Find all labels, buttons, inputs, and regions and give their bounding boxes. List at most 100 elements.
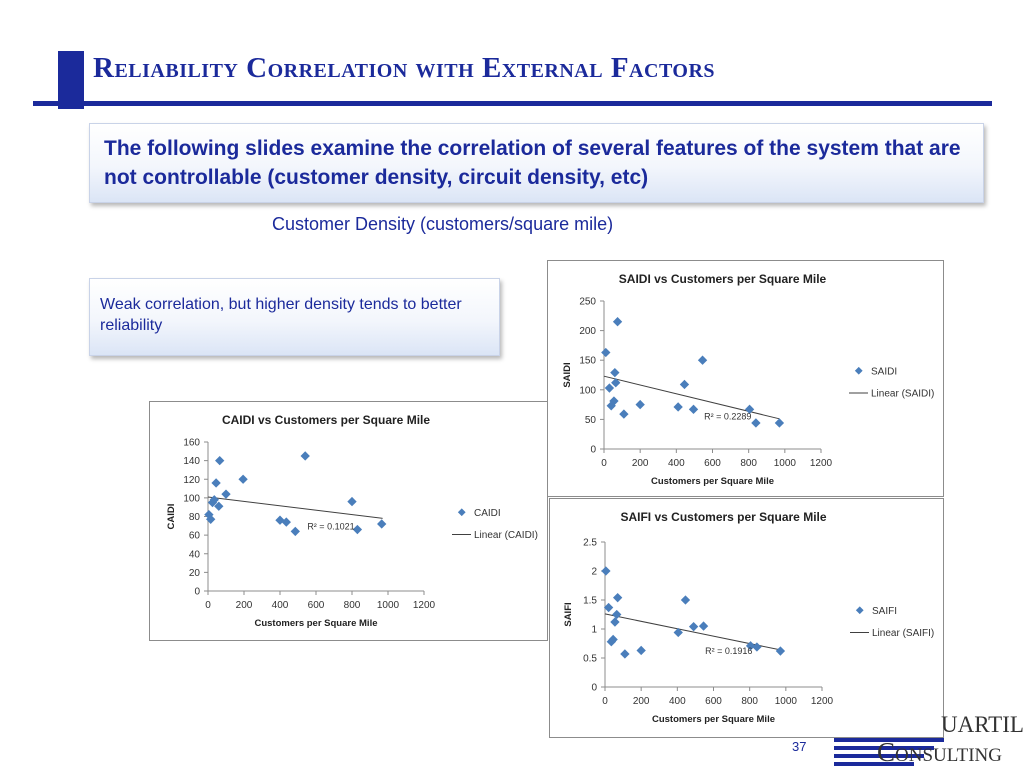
x-axis-label: Customers per Square Mile xyxy=(651,476,774,487)
r-squared-label: R² = 0.2289 xyxy=(704,411,751,421)
x-tick-label: 1000 xyxy=(774,458,797,469)
x-tick-label: 0 xyxy=(602,696,608,707)
chart-title: SAIDI vs Customers per Square Mile xyxy=(619,272,827,286)
legend-marker xyxy=(854,366,863,375)
x-tick-label: 1000 xyxy=(775,696,798,707)
y-tick-label: 150 xyxy=(579,356,596,367)
page-number: 37 xyxy=(792,739,807,754)
data-point xyxy=(601,347,611,358)
y-tick-label: 120 xyxy=(183,475,200,486)
data-point xyxy=(610,367,620,378)
y-tick-label: 0 xyxy=(194,587,200,598)
data-point xyxy=(290,526,300,537)
note-text: Weak correlation, but higher density ten… xyxy=(100,296,462,334)
y-tick-label: 80 xyxy=(189,512,201,523)
data-point xyxy=(612,593,623,603)
data-point xyxy=(619,409,629,419)
x-tick-label: 1200 xyxy=(413,600,436,611)
data-point xyxy=(300,451,310,461)
data-point xyxy=(688,404,699,415)
data-point xyxy=(698,621,709,631)
caidi-chart: CAIDI vs Customers per Square Mile 0 20 40 6… xyxy=(149,401,548,641)
logo-stripe xyxy=(834,762,914,766)
y-tick-label: 1.5 xyxy=(583,596,597,607)
title-underline xyxy=(33,101,992,106)
chart-title: CAIDI vs Customers per Square Mile xyxy=(222,413,430,427)
chart-title: SAIFI vs Customers per Square Mile xyxy=(620,510,826,524)
logo-stripe xyxy=(834,738,944,742)
x-tick-label: 600 xyxy=(308,600,325,611)
x-tick-label: 600 xyxy=(705,696,722,707)
y-tick-label: 0.5 xyxy=(583,654,597,665)
data-point xyxy=(221,489,231,499)
legend-marker xyxy=(855,606,864,615)
y-tick-label: 250 xyxy=(579,297,596,308)
data-point xyxy=(608,634,618,645)
r-squared-label: R² = 0.1021 xyxy=(307,522,354,532)
data-point xyxy=(774,418,785,428)
legend-series-label: SAIFI xyxy=(872,606,897,617)
saidi-chart-svg: SAIDI vs Customers per Square Mile 0 50 100… xyxy=(562,272,934,487)
x-tick-label: 600 xyxy=(704,458,721,469)
saifi-chart-svg: SAIFI vs Customers per Square Mile 0 0.5 1 1… xyxy=(563,510,934,725)
data-point xyxy=(680,595,691,605)
y-axis-label: CAIDI xyxy=(166,504,177,530)
logo-text-top: UARTILE xyxy=(941,712,1024,737)
x-tick-label: 1200 xyxy=(810,458,833,469)
x-tick-label: 0 xyxy=(601,458,607,469)
caidi-chart-svg: CAIDI vs Customers per Square Mile 0 20 40 6… xyxy=(166,413,538,629)
data-point xyxy=(206,514,216,524)
data-point xyxy=(612,317,623,327)
x-axis-label: Customers per Square Mile xyxy=(254,618,377,629)
legend-trend-label: Linear (CAIDI) xyxy=(474,530,538,541)
y-tick-label: 60 xyxy=(189,531,201,542)
x-tick-label: 200 xyxy=(633,696,650,707)
legend-series-label: SAIDI xyxy=(871,367,897,378)
y-tick-label: 2.5 xyxy=(583,538,597,549)
y-tick-label: 40 xyxy=(189,549,201,560)
logo-text-bottom: Consulting xyxy=(877,737,1002,767)
data-point xyxy=(752,642,762,652)
logo-stripe xyxy=(834,754,924,758)
y-tick-label: 160 xyxy=(183,438,200,449)
data-point xyxy=(215,455,225,466)
y-tick-label: 0 xyxy=(590,445,596,456)
data-point xyxy=(697,355,708,365)
legend-series-label: CAIDI xyxy=(474,508,501,519)
x-tick-label: 800 xyxy=(740,458,757,469)
intro-text: The following slides examine the correla… xyxy=(104,137,961,189)
legend-trend-label: Linear (SAIFI) xyxy=(872,628,934,639)
x-tick-label: 200 xyxy=(632,458,649,469)
x-tick-label: 0 xyxy=(205,600,211,611)
data-point xyxy=(612,609,622,620)
data-point xyxy=(209,495,219,505)
y-axis-label: SAIFI xyxy=(563,602,574,626)
trendline xyxy=(604,613,781,651)
y-axis-label: SAIDI xyxy=(562,362,573,387)
data-point xyxy=(238,474,248,484)
data-point xyxy=(636,645,646,656)
x-tick-label: 200 xyxy=(236,600,253,611)
x-tick-label: 400 xyxy=(668,458,685,469)
company-logo: UARTILE Consulting xyxy=(820,712,1024,768)
data-point xyxy=(635,399,645,410)
data-point xyxy=(679,379,690,390)
y-tick-label: 100 xyxy=(183,493,200,504)
x-tick-label: 1200 xyxy=(811,696,834,707)
data-point xyxy=(751,418,761,428)
x-tick-label: 400 xyxy=(669,696,686,707)
y-tick-label: 50 xyxy=(585,415,597,426)
data-point xyxy=(745,641,756,651)
data-point xyxy=(688,622,699,632)
legend-trend-label: Linear (SAIDI) xyxy=(871,389,934,400)
x-tick-label: 800 xyxy=(741,696,758,707)
data-point xyxy=(377,519,387,529)
x-axis-label: Customers per Square Mile xyxy=(652,714,775,725)
r-squared-label: R² = 0.1916 xyxy=(705,646,752,656)
x-tick-label: 800 xyxy=(344,600,361,611)
x-tick-label: 1000 xyxy=(377,600,400,611)
slide-subtitle: Customer Density (customers/square mile) xyxy=(272,214,614,234)
data-point xyxy=(601,566,611,576)
y-tick-label: 2 xyxy=(591,567,597,578)
data-point xyxy=(347,496,357,507)
